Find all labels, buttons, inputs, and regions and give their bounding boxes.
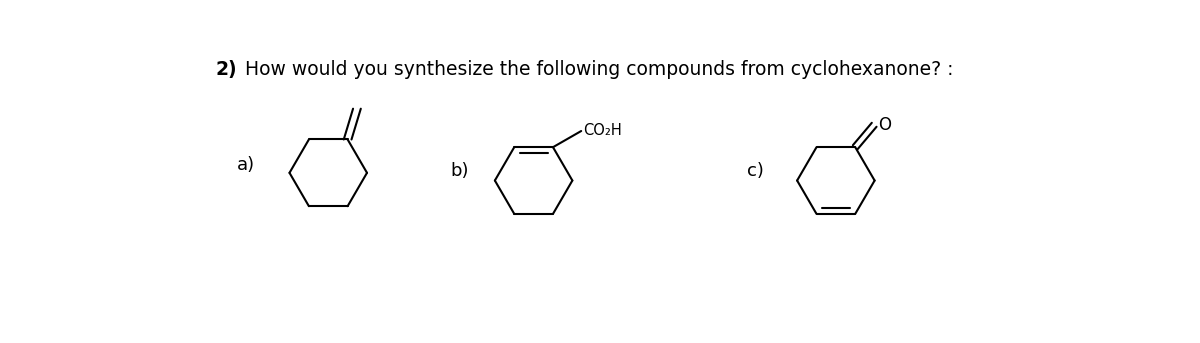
Text: How would you synthesize the following compounds from cyclohexanone? :: How would you synthesize the following c… <box>245 60 953 80</box>
Text: CO₂H: CO₂H <box>583 123 623 138</box>
Text: 2): 2) <box>216 60 238 80</box>
Text: b): b) <box>451 162 469 179</box>
Text: O: O <box>878 116 892 134</box>
Text: c): c) <box>746 162 763 179</box>
Text: a): a) <box>236 156 254 174</box>
